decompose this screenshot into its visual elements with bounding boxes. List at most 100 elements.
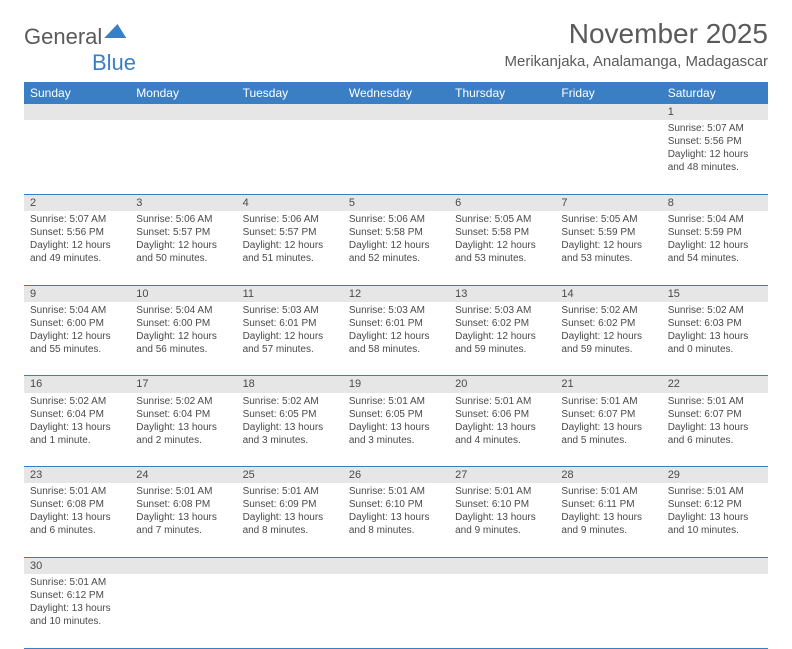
day-number-cell: 22 (662, 376, 768, 393)
weekday-header: Wednesday (343, 82, 449, 104)
day-info-line: and 0 minutes. (668, 343, 762, 356)
day-number-row: 16171819202122 (24, 376, 768, 393)
day-cell: Sunrise: 5:01 AMSunset: 6:07 PMDaylight:… (555, 393, 661, 467)
day-info-line: and 59 minutes. (455, 343, 549, 356)
day-info-line: Sunset: 6:00 PM (136, 317, 230, 330)
day-cell: Sunrise: 5:01 AMSunset: 6:11 PMDaylight:… (555, 483, 661, 557)
day-info-line: Sunset: 5:57 PM (136, 226, 230, 239)
day-info-line: and 51 minutes. (243, 252, 337, 265)
day-info-line: Daylight: 13 hours (349, 421, 443, 434)
day-number-cell: 13 (449, 285, 555, 302)
day-info-line: and 58 minutes. (349, 343, 443, 356)
logo-flag-icon (104, 24, 126, 38)
day-info-line: Sunrise: 5:02 AM (136, 395, 230, 408)
day-cell: Sunrise: 5:01 AMSunset: 6:08 PMDaylight:… (24, 483, 130, 557)
day-info-line: Sunrise: 5:01 AM (136, 485, 230, 498)
day-info-line: Sunrise: 5:06 AM (136, 213, 230, 226)
day-info-line: Daylight: 13 hours (561, 421, 655, 434)
day-info-line: Sunset: 6:06 PM (455, 408, 549, 421)
day-number-cell (130, 104, 236, 120)
day-info-line: Sunset: 6:00 PM (30, 317, 124, 330)
day-info-line: and 9 minutes. (455, 524, 549, 537)
day-info-line: Sunset: 6:04 PM (30, 408, 124, 421)
day-cell: Sunrise: 5:01 AMSunset: 6:12 PMDaylight:… (24, 574, 130, 648)
day-info-line: and 53 minutes. (455, 252, 549, 265)
weekday-header: Tuesday (237, 82, 343, 104)
day-number-cell (555, 557, 661, 574)
weekday-header: Saturday (662, 82, 768, 104)
day-content-row: Sunrise: 5:07 AMSunset: 5:56 PMDaylight:… (24, 211, 768, 285)
day-number-row: 1 (24, 104, 768, 120)
day-info-line: Sunset: 5:56 PM (30, 226, 124, 239)
day-cell (343, 120, 449, 194)
day-number-cell: 30 (24, 557, 130, 574)
day-cell (237, 120, 343, 194)
day-info-line: Daylight: 12 hours (561, 330, 655, 343)
day-cell: Sunrise: 5:02 AMSunset: 6:05 PMDaylight:… (237, 393, 343, 467)
day-info-line: Sunrise: 5:03 AM (455, 304, 549, 317)
day-info-line: and 57 minutes. (243, 343, 337, 356)
day-number-cell: 26 (343, 467, 449, 484)
day-info-line: Daylight: 13 hours (349, 511, 443, 524)
day-number-cell: 21 (555, 376, 661, 393)
day-number-row: 23242526272829 (24, 467, 768, 484)
day-cell (449, 120, 555, 194)
day-content-row: Sunrise: 5:01 AMSunset: 6:12 PMDaylight:… (24, 574, 768, 648)
day-info-line: Sunrise: 5:03 AM (243, 304, 337, 317)
logo-text-2: Blue (92, 50, 768, 76)
logo: General (24, 24, 128, 50)
day-number-cell: 20 (449, 376, 555, 393)
day-cell (130, 574, 236, 648)
day-cell: Sunrise: 5:06 AMSunset: 5:57 PMDaylight:… (237, 211, 343, 285)
day-number-cell: 25 (237, 467, 343, 484)
day-number-cell (449, 104, 555, 120)
day-info-line: Daylight: 13 hours (136, 511, 230, 524)
day-number-cell: 9 (24, 285, 130, 302)
day-info-line: Sunset: 6:10 PM (349, 498, 443, 511)
day-info-line: and 2 minutes. (136, 434, 230, 447)
day-info-line: Sunrise: 5:01 AM (349, 395, 443, 408)
month-title: November 2025 (505, 18, 768, 50)
calendar-table: SundayMondayTuesdayWednesdayThursdayFrid… (24, 82, 768, 649)
day-cell: Sunrise: 5:01 AMSunset: 6:10 PMDaylight:… (343, 483, 449, 557)
day-number-cell (449, 557, 555, 574)
day-number-cell: 23 (24, 467, 130, 484)
day-info-line: Sunrise: 5:01 AM (561, 485, 655, 498)
day-info-line: Daylight: 12 hours (455, 330, 549, 343)
day-info-line: and 1 minute. (30, 434, 124, 447)
day-number-cell: 10 (130, 285, 236, 302)
day-info-line: and 53 minutes. (561, 252, 655, 265)
day-number-cell: 28 (555, 467, 661, 484)
weekday-header: Monday (130, 82, 236, 104)
day-info-line: and 55 minutes. (30, 343, 124, 356)
day-cell: Sunrise: 5:02 AMSunset: 6:03 PMDaylight:… (662, 302, 768, 376)
day-info-line: and 52 minutes. (349, 252, 443, 265)
day-info-line: Sunrise: 5:01 AM (243, 485, 337, 498)
day-info-line: Sunrise: 5:04 AM (668, 213, 762, 226)
day-info-line: Daylight: 13 hours (30, 421, 124, 434)
day-info-line: Daylight: 12 hours (30, 239, 124, 252)
day-info-line: Daylight: 13 hours (30, 602, 124, 615)
day-info-line: Sunset: 6:05 PM (243, 408, 337, 421)
day-info-line: Sunset: 6:02 PM (455, 317, 549, 330)
day-info-line: Sunset: 6:09 PM (243, 498, 337, 511)
day-cell (130, 120, 236, 194)
day-cell: Sunrise: 5:07 AMSunset: 5:56 PMDaylight:… (662, 120, 768, 194)
day-info-line: Sunset: 6:12 PM (668, 498, 762, 511)
day-info-line: and 8 minutes. (243, 524, 337, 537)
day-info-line: Daylight: 12 hours (668, 239, 762, 252)
day-info-line: Sunrise: 5:06 AM (243, 213, 337, 226)
day-info-line: and 10 minutes. (668, 524, 762, 537)
day-info-line: Sunset: 6:04 PM (136, 408, 230, 421)
day-info-line: Daylight: 13 hours (30, 511, 124, 524)
day-info-line: and 4 minutes. (455, 434, 549, 447)
day-cell: Sunrise: 5:01 AMSunset: 6:08 PMDaylight:… (130, 483, 236, 557)
day-info-line: Sunrise: 5:01 AM (668, 395, 762, 408)
day-info-line: and 7 minutes. (136, 524, 230, 537)
day-number-cell: 14 (555, 285, 661, 302)
day-info-line: Sunrise: 5:01 AM (455, 485, 549, 498)
day-info-line: Sunrise: 5:02 AM (561, 304, 655, 317)
day-info-line: and 3 minutes. (349, 434, 443, 447)
day-number-cell: 11 (237, 285, 343, 302)
weekday-header-row: SundayMondayTuesdayWednesdayThursdayFrid… (24, 82, 768, 104)
